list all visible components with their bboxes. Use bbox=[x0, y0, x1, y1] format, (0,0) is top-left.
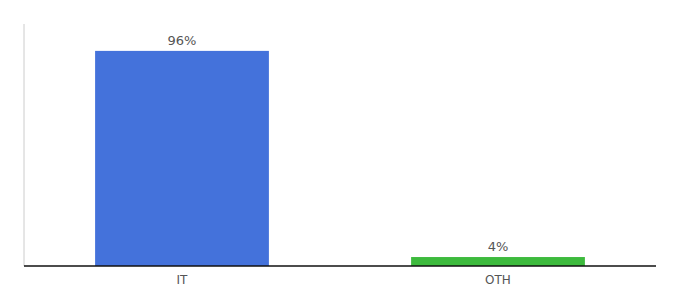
y-axis-line bbox=[24, 24, 25, 266]
x-tick-label: IT bbox=[177, 273, 189, 287]
bar bbox=[411, 257, 585, 266]
data-label: 96% bbox=[168, 33, 197, 48]
x-axis-line bbox=[24, 265, 656, 267]
chart-container: 96% 4% IT OTH bbox=[0, 0, 680, 300]
data-label: 4% bbox=[488, 239, 509, 254]
chart-svg: 96% 4% IT OTH bbox=[0, 0, 680, 300]
bar bbox=[95, 51, 269, 266]
bars bbox=[95, 51, 585, 266]
x-tick-label: OTH bbox=[485, 273, 511, 287]
